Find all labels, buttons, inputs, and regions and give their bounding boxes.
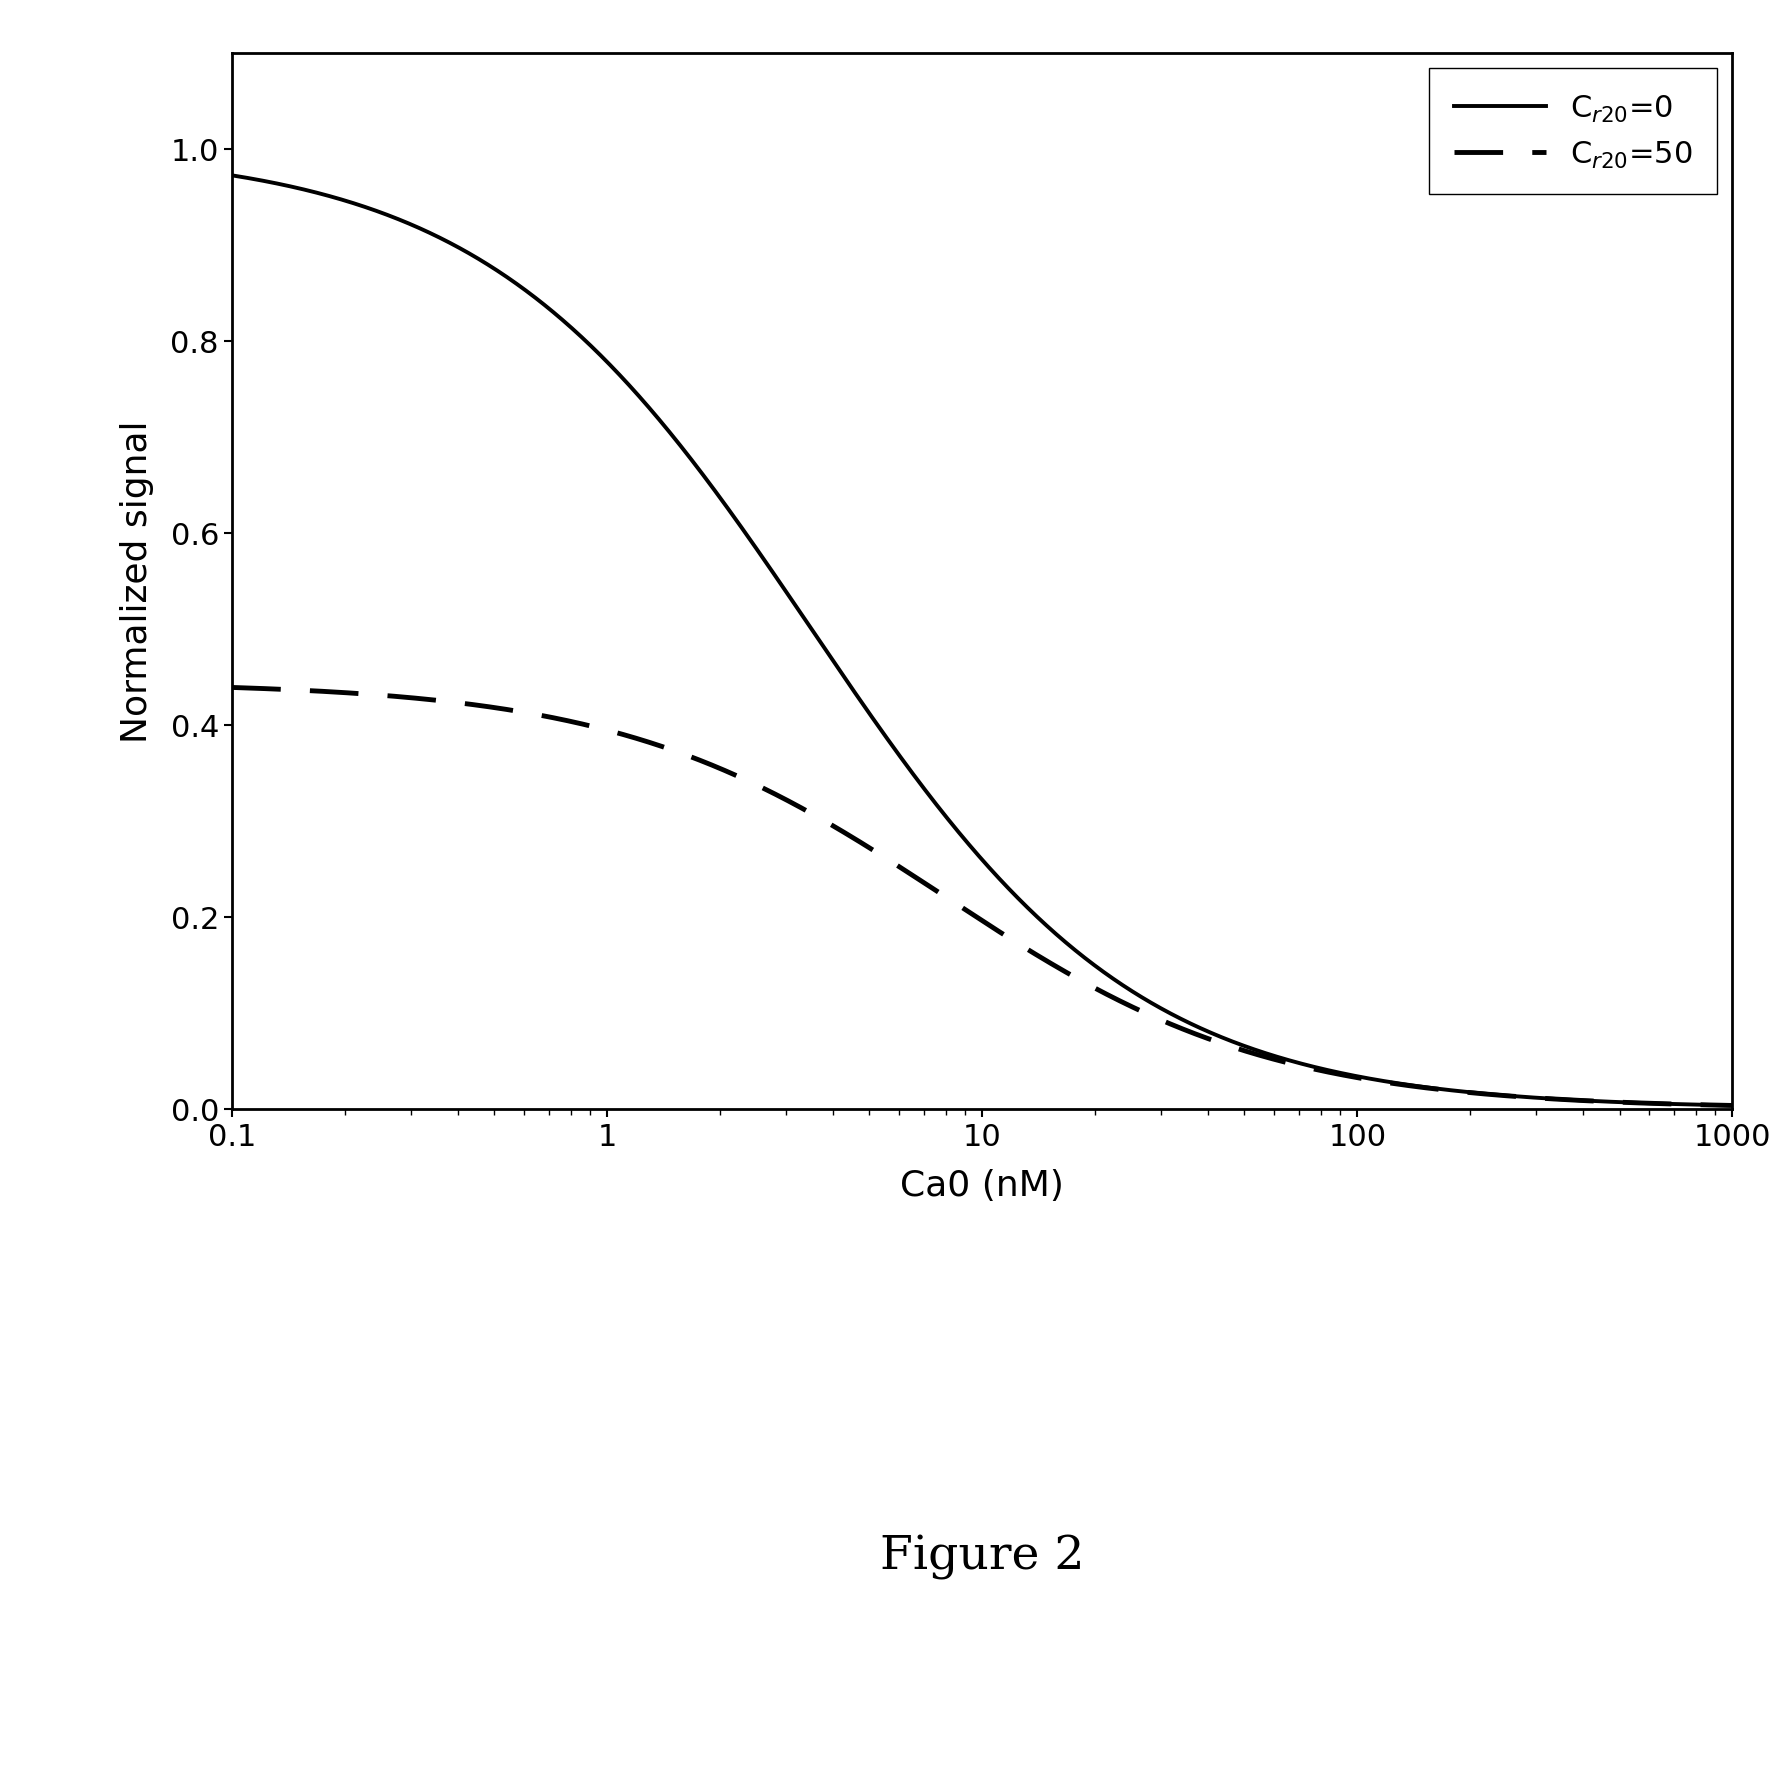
Text: Figure 2: Figure 2	[880, 1533, 1084, 1580]
C$_{r20}$=50	[1722, 1095, 1743, 1116]
C$_{r20}$=50	[863, 839, 884, 861]
C$_{r20}$=50	[393, 687, 414, 708]
C$_{r20}$=50	[797, 801, 818, 823]
C$_{r20}$=50	[1531, 1088, 1552, 1109]
C$_{r20}$=0	[1722, 1095, 1743, 1116]
C$_{r20}$=0	[221, 166, 243, 188]
Y-axis label: Normalized signal: Normalized signal	[120, 420, 154, 742]
X-axis label: Ca0 (nM): Ca0 (nM)	[900, 1168, 1064, 1202]
C$_{r20}$=0	[482, 258, 504, 279]
C$_{r20}$=0	[863, 708, 884, 730]
Line: C$_{r20}$=0: C$_{r20}$=0	[232, 177, 1732, 1106]
C$_{r20}$=0	[1531, 1088, 1552, 1109]
Legend: C$_{r20}$=0, C$_{r20}$=50: C$_{r20}$=0, C$_{r20}$=50	[1429, 70, 1716, 195]
C$_{r20}$=50	[482, 698, 504, 719]
C$_{r20}$=0	[797, 614, 818, 635]
Line: C$_{r20}$=50: C$_{r20}$=50	[232, 689, 1732, 1106]
C$_{r20}$=50	[1691, 1095, 1713, 1116]
C$_{r20}$=0	[1691, 1095, 1713, 1116]
C$_{r20}$=50	[221, 678, 243, 699]
C$_{r20}$=0	[393, 211, 414, 233]
